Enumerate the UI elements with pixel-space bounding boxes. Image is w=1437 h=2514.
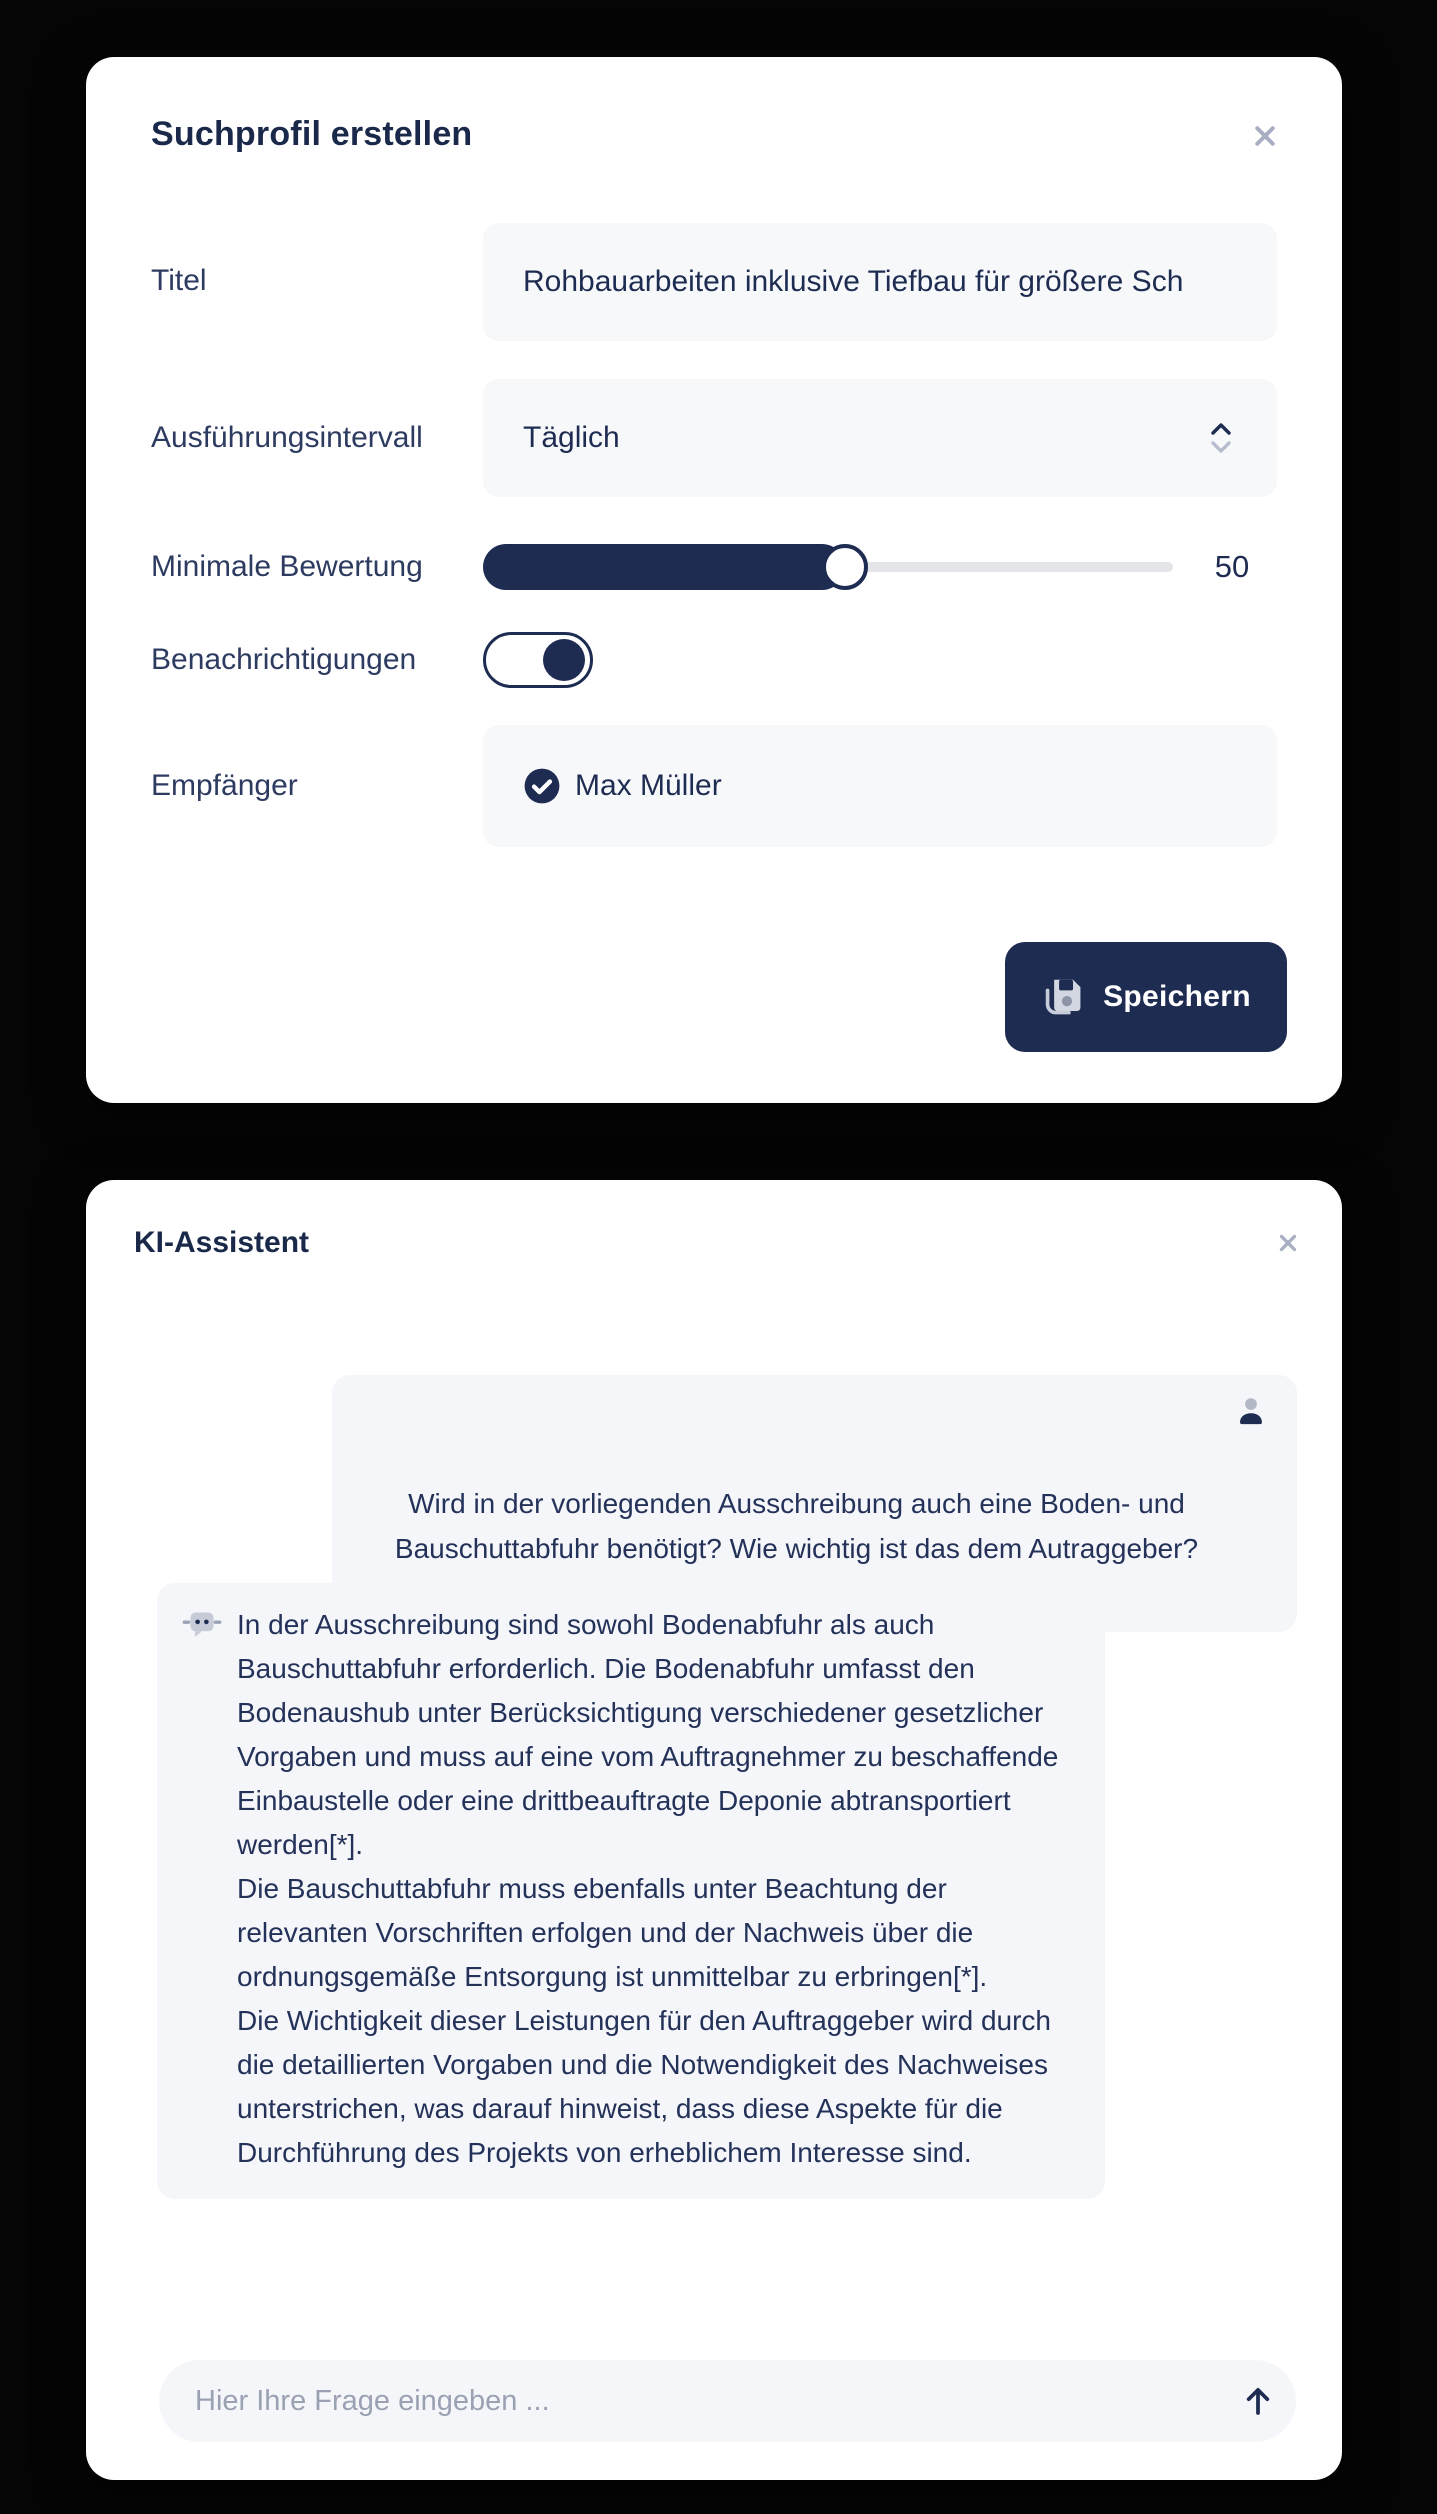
search-profile-modal: Suchprofil erstellen Titel Rohbauarbeite… — [86, 57, 1342, 1103]
check-circle-icon — [524, 768, 560, 804]
recipient-name: Max Müller — [575, 769, 722, 802]
save-button[interactable]: Speichern — [1005, 942, 1287, 1052]
send-button[interactable] — [1220, 2360, 1296, 2442]
interval-field-label: Ausführungsintervall — [151, 421, 423, 454]
rating-slider-fill — [483, 544, 845, 590]
recipient-field-label: Empfänger — [151, 769, 298, 802]
bot-icon — [182, 1612, 222, 1638]
rating-slider-thumb[interactable] — [822, 544, 868, 590]
rating-field-label: Minimale Bewertung — [151, 550, 423, 583]
close-x-glyph — [1255, 126, 1275, 146]
close-x-glyph — [1279, 1234, 1297, 1252]
assistant-message-text: In der Ausschreibung sind sowohl Bodenab… — [237, 1609, 1059, 2168]
save-floppy-icon — [1045, 979, 1081, 1015]
title-input-value: Rohbauarbeiten inklusive Tiefbau für grö… — [523, 265, 1184, 298]
notifications-toggle[interactable] — [483, 632, 593, 688]
modal-title: Suchprofil erstellen — [151, 115, 473, 153]
title-field-label: Titel — [151, 264, 207, 297]
close-icon[interactable] — [1246, 117, 1284, 155]
recipient-option[interactable]: Max Müller — [483, 725, 1277, 847]
chevron-up-down-icon — [1211, 423, 1231, 453]
close-icon[interactable] — [1269, 1224, 1307, 1262]
question-input-bar — [159, 2360, 1296, 2442]
notifications-field-label: Benachrichtigungen — [151, 643, 417, 676]
ai-assistant-modal: KI-Assistent Wird in der vorliegenden Au… — [86, 1180, 1342, 2480]
save-button-label: Speichern — [1103, 980, 1251, 1013]
rating-value: 50 — [1214, 549, 1250, 584]
interval-select-value: Täglich — [523, 421, 620, 454]
user-message-text: Wird in der vorliegenden Ausschreibung a… — [394, 1488, 1199, 1564]
assistant-modal-title: KI-Assistent — [134, 1226, 310, 1259]
assistant-message-bubble: In der Ausschreibung sind sowohl Bodenab… — [157, 1583, 1105, 2199]
interval-select[interactable]: Täglich — [483, 379, 1277, 497]
notifications-toggle-knob — [543, 639, 585, 681]
user-person-icon — [1240, 1398, 1262, 1425]
question-input[interactable] — [159, 2360, 1220, 2442]
arrow-up-icon — [1246, 2388, 1270, 2415]
title-input[interactable]: Rohbauarbeiten inklusive Tiefbau für grö… — [483, 223, 1277, 341]
